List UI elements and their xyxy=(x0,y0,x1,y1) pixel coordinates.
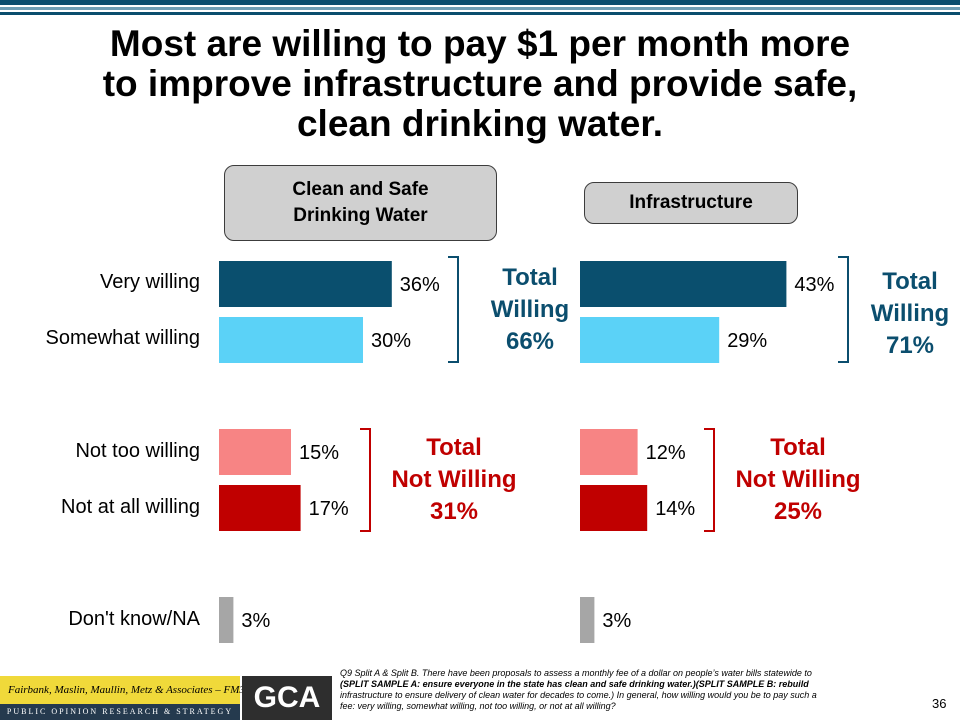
bar-label-infrastructure-not-at-all-willing: 14% xyxy=(655,498,695,520)
total-willing-infrastructure-line-2: Willing xyxy=(870,300,950,327)
bar-infrastructure-somewhat-willing xyxy=(580,317,720,363)
bar-drinking-water-very-willing xyxy=(219,261,392,307)
bracket-drinking-water-willing xyxy=(448,256,459,363)
category-label-not-too-willing: Not too willing xyxy=(75,440,200,462)
bracket-drinking-water-not-willing xyxy=(360,428,371,532)
bracket-infrastructure-not-willing xyxy=(704,428,715,532)
total-willing-drinking-water: Total Willing 66% xyxy=(470,262,590,358)
question-footnote: Q9 Split A & Split B. There have been pr… xyxy=(340,668,910,712)
top-stripe-dark-2 xyxy=(0,12,960,15)
bar-label-drinking-water-dont-know: 3% xyxy=(241,610,270,632)
bar-label-infrastructure-dont-know: 3% xyxy=(602,610,631,632)
bar-infrastructure-dont-know xyxy=(580,597,595,643)
category-label-dont-know: Don't know/NA xyxy=(68,608,200,630)
total-willing-infrastructure: Total Willing 71% xyxy=(850,266,960,362)
bar-drinking-water-not-at-all-willing xyxy=(219,485,301,531)
bar-label-infrastructure-very-willing: 43% xyxy=(794,274,834,296)
bar-label-drinking-water-not-at-all-willing: 17% xyxy=(309,498,349,520)
panel-header-drinking-water: Clean and Safe Drinking Water xyxy=(224,165,497,241)
fm3-logo-name: Fairbank, Maslin, Maullin, Metz & Associ… xyxy=(0,676,245,704)
bar-infrastructure-very-willing xyxy=(580,261,787,307)
total-willing-drinking-water-line-2: Willing xyxy=(490,296,570,323)
panel-header-drinking-water-line-1: Clean and Safe xyxy=(292,179,429,200)
total-not-willing-drinking-water-line-1: Total xyxy=(426,434,482,461)
bracket-infrastructure-willing xyxy=(838,256,849,363)
total-not-willing-drinking-water-value: 31% xyxy=(429,498,479,525)
title-line-3: clean drinking water. xyxy=(296,103,663,144)
total-not-willing-infrastructure-value: 25% xyxy=(773,498,823,525)
bar-drinking-water-dont-know xyxy=(219,597,234,643)
category-label-very-willing: Very willing xyxy=(99,271,200,293)
footnote-line-4: fee: very willing, somewhat willing, not… xyxy=(340,701,616,711)
fm3-logo-tagline: PUBLIC OPINION RESEARCH & STRATEGY xyxy=(0,704,240,720)
total-willing-drinking-water-value: 66% xyxy=(505,328,555,355)
total-willing-infrastructure-line-1: Total xyxy=(882,268,938,295)
bar-drinking-water-not-too-willing xyxy=(219,429,291,475)
panel-header-infrastructure: Infrastructure xyxy=(584,182,798,224)
bar-label-infrastructure-somewhat-willing: 29% xyxy=(727,330,767,352)
title-line-1: Most are willing to pay $1 per month mor… xyxy=(109,23,851,64)
bar-label-drinking-water-not-too-willing: 15% xyxy=(299,442,339,464)
total-not-willing-infrastructure: Total Not Willing 25% xyxy=(720,432,876,528)
top-stripe-dark xyxy=(0,0,960,5)
bar-infrastructure-not-too-willing xyxy=(580,429,638,475)
bar-infrastructure-not-at-all-willing xyxy=(580,485,648,531)
slide-title: Most are willing to pay $1 per month mor… xyxy=(0,24,960,144)
bar-label-infrastructure-not-too-willing: 12% xyxy=(646,442,686,464)
footnote-line-2: (SPLIT SAMPLE A: ensure everyone in the … xyxy=(340,679,809,689)
bar-label-drinking-water-somewhat-willing: 30% xyxy=(371,330,411,352)
total-not-willing-infrastructure-line-2: Not Willing xyxy=(735,466,861,493)
total-not-willing-drinking-water: Total Not Willing 31% xyxy=(376,432,532,528)
page-number: 36 xyxy=(932,696,947,711)
top-stripe-light xyxy=(0,7,960,10)
total-not-willing-drinking-water-line-2: Not Willing xyxy=(391,466,517,493)
total-willing-drinking-water-line-1: Total xyxy=(502,264,558,291)
footnote-line-3: infrastructure to ensure delivery of cle… xyxy=(340,690,817,700)
title-line-2: to improve infrastructure and provide sa… xyxy=(102,63,858,104)
category-label-not-at-all-willing: Not at all willing xyxy=(61,496,200,518)
category-label-somewhat-willing: Somewhat willing xyxy=(45,327,200,349)
total-willing-infrastructure-value: 71% xyxy=(885,332,935,359)
bar-drinking-water-somewhat-willing xyxy=(219,317,363,363)
fm3-logo: Fairbank, Maslin, Maullin, Metz & Associ… xyxy=(0,676,245,720)
panel-header-infrastructure-label: Infrastructure xyxy=(629,192,753,213)
gca-logo: GCA xyxy=(242,676,332,720)
total-not-willing-infrastructure-line-1: Total xyxy=(770,434,826,461)
footnote-line-1: Q9 Split A & Split B. There have been pr… xyxy=(340,668,812,678)
panel-header-drinking-water-line-2: Drinking Water xyxy=(293,205,428,226)
bar-label-drinking-water-very-willing: 36% xyxy=(400,274,440,296)
